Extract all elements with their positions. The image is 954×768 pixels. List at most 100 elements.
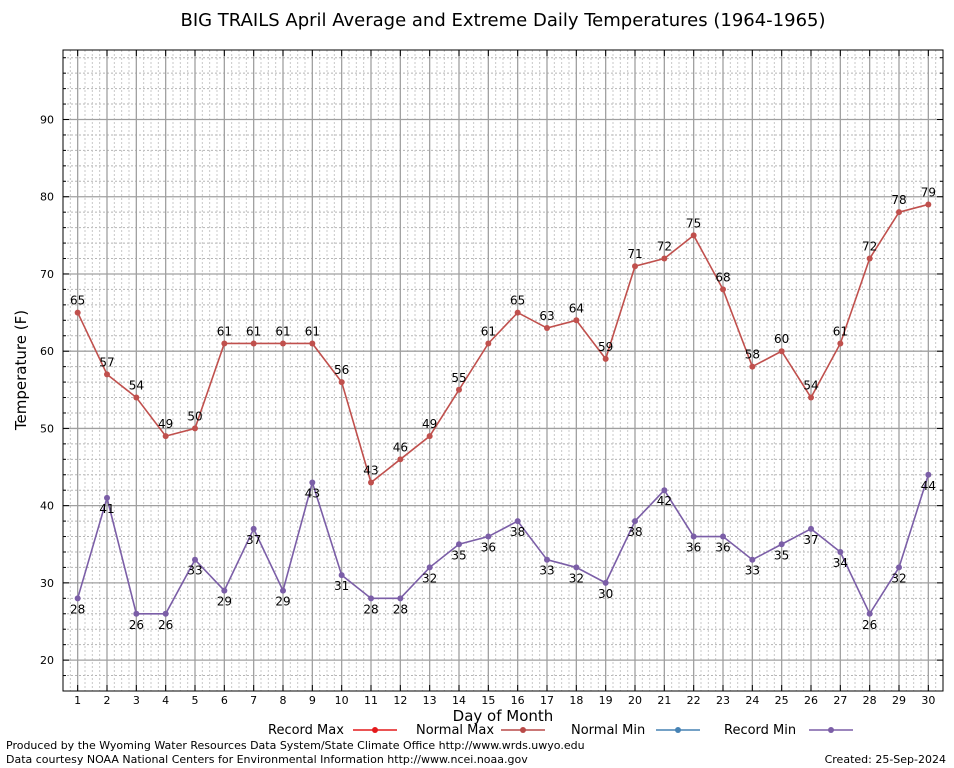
x-axis-label: Day of Month [453,707,554,725]
x-tick-label: 12 [393,694,407,707]
data-point [338,572,345,579]
data-point [133,610,140,617]
data-point [661,255,668,262]
footer-produced-by: Produced by the Wyoming Water Resources … [6,739,585,752]
series-record-max: 65 57 54 49 50 61 61 61 61 56 43 46 49 55 61 65 63 64 59 71… [70,185,936,486]
x-tick-label: 4 [162,694,169,707]
data-label: 54 [803,379,818,393]
data-point [573,564,580,571]
data-point [514,309,521,316]
data-point [720,533,726,540]
data-point [133,394,140,401]
data-label: 79 [921,185,936,199]
x-axis: 1 2 3 4 5 6 7 8 9 10 11 12 13 14 15 16 17 18 19 20 21 22 23 24 2… [74,50,935,707]
x-tick-label: 2 [104,694,111,707]
data-label: 61 [275,324,290,338]
data-point [544,556,550,563]
data-point [426,564,433,571]
data-label: 42 [657,494,672,508]
legend-marker [520,727,526,733]
data-label: 29 [217,595,232,609]
data-label: 54 [129,379,144,393]
data-label: 58 [745,348,760,362]
data-point [690,232,697,239]
data-point [808,525,814,532]
data-point [280,340,286,347]
data-point [221,340,228,347]
data-point [397,456,404,463]
data-point [602,579,609,586]
x-tick-label: 13 [423,694,437,707]
data-label: 28 [393,602,408,616]
data-label: 61 [305,324,320,338]
data-point [74,595,81,602]
data-label: 32 [569,571,584,585]
data-point [837,548,844,555]
data-label: 68 [715,270,730,284]
data-point [104,371,110,378]
data-point [514,518,521,525]
data-point [925,201,932,208]
data-point [866,255,873,262]
data-point [250,340,257,347]
data-label: 26 [158,618,173,632]
data-point [426,433,433,440]
data-label: 65 [510,294,525,308]
data-point [221,587,228,594]
legend-label: Record Min [724,723,796,738]
y-axis-label: Temperature (F) [12,310,30,431]
data-label: 49 [158,417,173,431]
data-point [720,286,726,293]
data-point [456,386,462,393]
data-label: 32 [422,571,437,585]
data-point [661,487,668,494]
data-label: 31 [334,579,349,593]
x-tick-label: 11 [364,694,378,707]
x-tick-label: 7 [250,694,257,707]
data-point [778,348,785,355]
x-tick-label: 30 [921,694,935,707]
data-point [749,556,756,563]
y-tick-label: 20 [40,654,54,667]
data-label: 28 [70,602,85,616]
data-point [573,317,580,324]
data-point [456,541,462,548]
data-label: 33 [187,564,202,578]
data-point [749,363,756,370]
data-label: 38 [627,525,642,539]
data-label: 41 [99,502,114,516]
data-point [192,556,198,563]
series-line [76,203,929,484]
data-point [397,595,404,602]
x-tick-label: 27 [833,694,847,707]
y-tick-label: 70 [40,268,54,281]
legend-marker [675,727,681,733]
x-tick-label: 24 [745,694,759,707]
x-tick-label: 9 [309,694,316,707]
data-label: 63 [539,309,554,323]
y-tick-label: 30 [40,577,54,590]
series-record-min: 28 41 26 26 33 29 37 29 43 31 28 28 32 35 36 38 33 32 30 38… [70,471,936,632]
data-label: 44 [921,479,936,493]
x-tick-label: 19 [599,694,613,707]
data-label: 72 [862,240,877,254]
data-label: 61 [481,324,496,338]
data-point [544,325,550,332]
data-label: 37 [246,533,261,547]
series-layer: 65 57 54 49 50 61 61 61 61 56 43 46 49 55 61 65 63 64 59 71… [70,185,936,631]
data-label: 43 [363,463,378,477]
data-point [192,425,198,432]
x-tick-label: 20 [628,694,642,707]
data-point [690,533,697,540]
y-axis: 20 30 40 50 60 70 80 90 [40,57,943,692]
legend-marker [828,727,834,733]
data-point [309,340,316,347]
data-point [778,541,785,548]
x-tick-label: 1 [74,694,81,707]
x-tick-label: 15 [481,694,495,707]
series-line [76,474,930,616]
legend-label: Normal Max [416,723,494,738]
data-point [162,610,169,617]
data-point [632,263,638,270]
data-label: 61 [217,324,232,338]
